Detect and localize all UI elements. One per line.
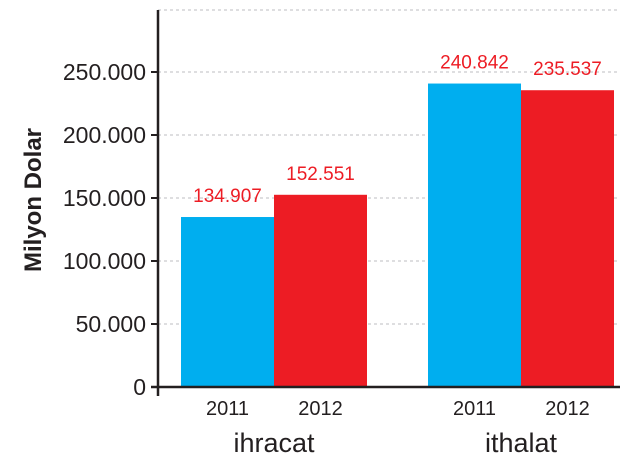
labels: 0 50.000 100.000 150.000 200.000 250.000 134.9…: [63, 53, 602, 458]
data-label: 152.551: [286, 164, 355, 185]
y-tick-label: 100.000: [63, 248, 146, 274]
data-label: 235.537: [533, 59, 602, 80]
bar-ithalat-2011: [428, 83, 521, 388]
y-tick-label: 0: [133, 374, 146, 400]
data-label: 240.842: [440, 53, 509, 74]
y-tick-label: 250.000: [63, 59, 146, 85]
bar-ihracat-2012: [274, 194, 367, 387]
bars: [181, 83, 614, 388]
y-tick-label: 150.000: [63, 185, 146, 211]
y-tick-label: 50.000: [76, 311, 146, 337]
x-group-label: ithalat: [485, 428, 558, 458]
x-tick-label: 2011: [206, 398, 249, 420]
x-tick-label: 2012: [298, 398, 343, 420]
x-tick-label: 2012: [545, 398, 590, 420]
y-axis-label: Milyon Dolar: [20, 128, 47, 272]
bar-ithalat-2012: [521, 90, 614, 387]
x-tick-label: 2011: [453, 398, 496, 420]
y-tick-label: 200.000: [63, 122, 146, 148]
axes: [151, 10, 620, 396]
x-group-label: ihracat: [233, 428, 315, 458]
data-label: 134.907: [193, 186, 262, 207]
bar-ihracat-2011: [181, 217, 274, 387]
